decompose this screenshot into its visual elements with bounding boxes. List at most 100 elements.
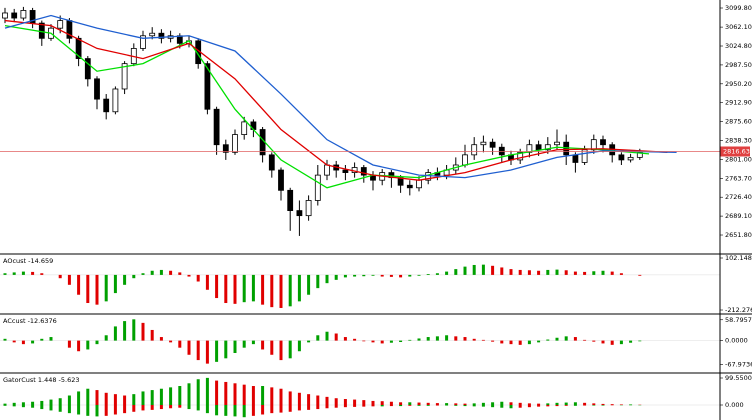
histogram-bar	[104, 405, 108, 416]
candle-body	[103, 98, 110, 113]
histogram-bar	[77, 405, 81, 415]
histogram-bar	[500, 401, 504, 406]
candle-body	[149, 32, 156, 37]
histogram-bar	[362, 405, 366, 407]
histogram-bar	[215, 274, 219, 299]
histogram-bar	[95, 405, 99, 417]
histogram-bar	[58, 398, 62, 406]
histogram-bar	[509, 405, 513, 409]
histogram-bar	[3, 405, 7, 406]
histogram-bar	[389, 401, 393, 406]
histogram-bar	[399, 274, 403, 278]
histogram-bar	[242, 274, 246, 303]
histogram-bar	[555, 269, 559, 275]
histogram-bar	[334, 405, 338, 408]
histogram-bar	[233, 383, 237, 406]
candle-body	[517, 151, 524, 161]
histogram-bar	[141, 391, 145, 406]
histogram-bar	[242, 384, 246, 406]
y-tick-label: 3024.80	[725, 42, 752, 50]
histogram-bar	[49, 405, 53, 411]
histogram-bar	[233, 405, 237, 417]
y-tick-label: 2987.50	[725, 61, 752, 69]
histogram-bar	[86, 405, 90, 416]
histogram-bar	[583, 405, 587, 406]
candle-body	[406, 184, 413, 189]
histogram-bar	[307, 405, 311, 410]
histogram-bar	[205, 405, 209, 414]
histogram-bar	[527, 340, 531, 345]
histogram-bar	[288, 405, 292, 412]
y-tick-label: 2875.60	[725, 118, 752, 126]
y-tick-label: 99.5500	[725, 374, 752, 382]
histogram-bar	[205, 340, 209, 364]
histogram-bar	[251, 274, 255, 302]
histogram-bar	[12, 272, 16, 275]
y-tick-label: 2763.70	[725, 174, 752, 182]
histogram-bar	[67, 340, 71, 348]
histogram-bar	[104, 274, 108, 302]
histogram-bar	[380, 401, 384, 406]
pane-label: AOcust -14.659	[3, 257, 53, 265]
candle-body	[232, 134, 238, 153]
histogram-bar	[408, 339, 412, 341]
histogram-bar	[435, 405, 439, 406]
histogram-bar	[113, 326, 117, 341]
histogram-bar	[638, 340, 642, 342]
histogram-bar	[104, 335, 108, 341]
histogram-bar	[334, 274, 338, 280]
histogram-bar	[159, 269, 163, 275]
histogram-bar	[178, 340, 182, 348]
histogram-bar	[325, 396, 329, 406]
candle-body	[554, 141, 560, 146]
histogram-bar	[445, 405, 449, 406]
histogram-bar	[537, 270, 541, 275]
histogram-bar	[86, 388, 90, 406]
histogram-bar	[435, 336, 439, 341]
histogram-bar	[12, 402, 16, 406]
histogram-bar	[261, 386, 265, 406]
histogram-bar	[380, 274, 384, 277]
histogram-bar	[619, 273, 623, 275]
y-tick-label: 2801.00	[725, 155, 752, 163]
histogram-bar	[537, 403, 541, 406]
histogram-bar	[3, 403, 7, 406]
histogram-bar	[362, 400, 366, 406]
histogram-bar	[518, 269, 522, 275]
histogram-bar	[573, 402, 577, 406]
histogram-bar	[132, 319, 136, 341]
histogram-bar	[58, 274, 62, 279]
histogram-bar	[527, 405, 531, 408]
histogram-bar	[40, 405, 44, 410]
histogram-bar	[297, 340, 301, 352]
histogram-bar	[463, 266, 467, 275]
histogram-bar	[380, 405, 384, 407]
histogram-bar	[629, 404, 633, 406]
moving-average	[4, 14, 677, 179]
moving-average	[4, 19, 668, 181]
histogram-bar	[445, 403, 449, 406]
histogram-bar	[123, 405, 127, 414]
y-tick-label: 2838.30	[725, 137, 752, 145]
histogram-bar	[12, 405, 16, 407]
histogram-bar	[399, 405, 403, 407]
histogram-bar	[353, 338, 357, 341]
histogram-bar	[113, 394, 117, 406]
candle-body	[563, 141, 570, 156]
histogram-bar	[251, 405, 255, 416]
histogram-bar	[113, 405, 117, 415]
histogram-bar	[95, 390, 99, 406]
histogram-bar	[242, 340, 246, 348]
histogram-bar	[3, 273, 7, 275]
histogram-bar	[417, 274, 421, 276]
histogram-bar	[270, 387, 274, 406]
histogram-bar	[215, 340, 219, 362]
histogram-bar	[362, 274, 366, 277]
histogram-bar	[472, 264, 476, 275]
y-tick-label: 2651.80	[725, 231, 752, 239]
histogram-bar	[426, 337, 430, 341]
histogram-bar	[353, 405, 357, 407]
candle-body	[489, 141, 496, 148]
histogram-bar	[426, 405, 430, 406]
